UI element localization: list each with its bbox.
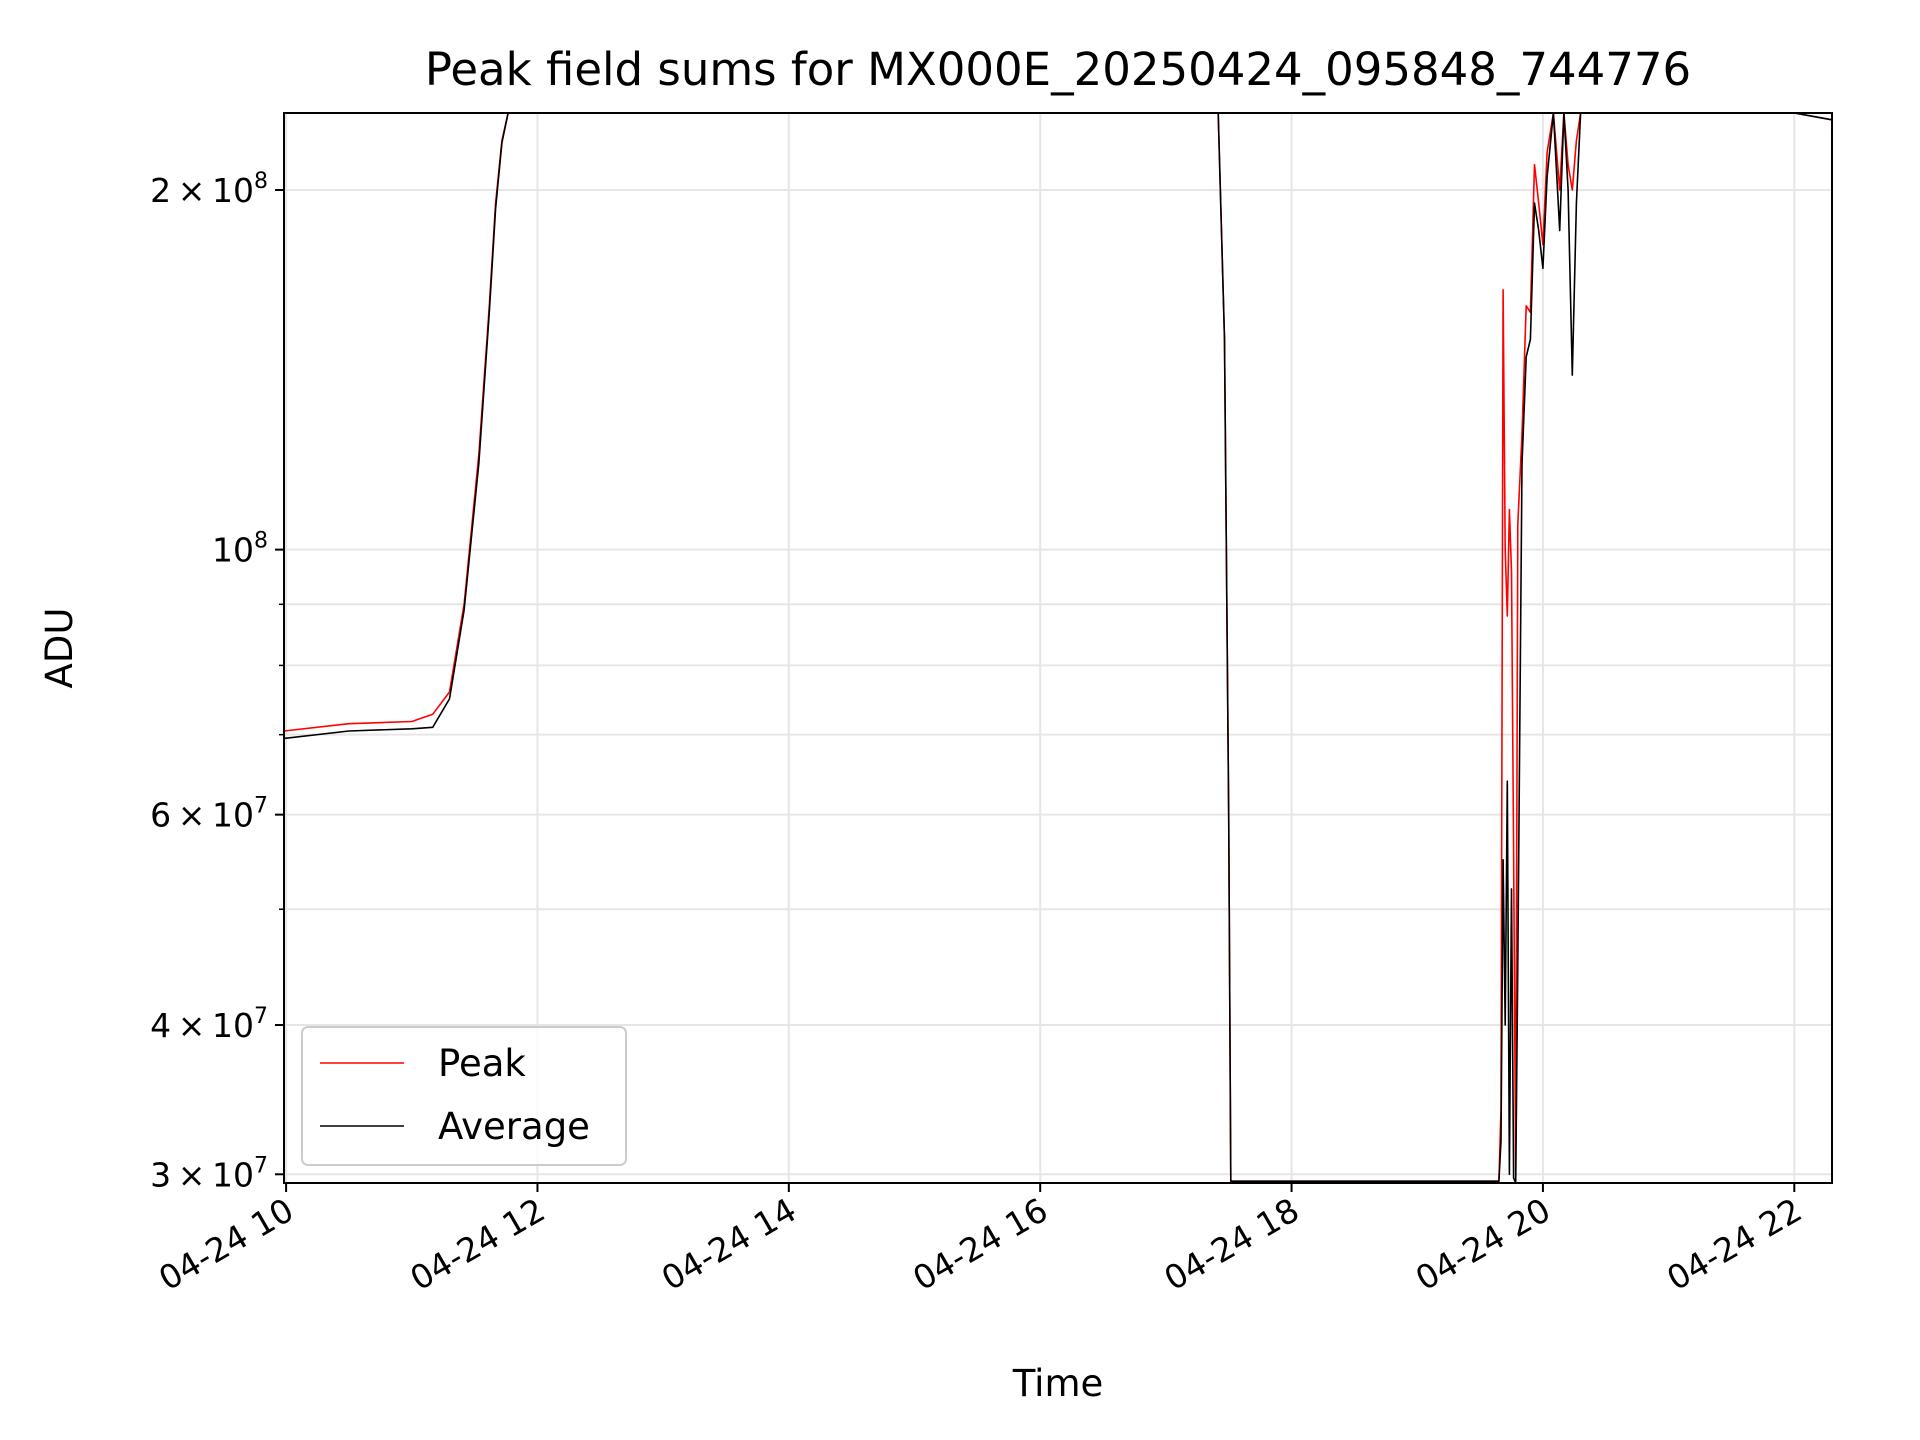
plot-frame: [283, 112, 1833, 1184]
legend: Peak Average: [301, 1026, 627, 1166]
y-tick-label: 3 × 107: [150, 1153, 268, 1194]
legend-box: [301, 1026, 627, 1166]
y-tick-label: 108: [212, 529, 268, 570]
grid: [284, 113, 1832, 1183]
y-tick-label: 2 × 108: [150, 169, 268, 210]
chart-title: Peak field sums for MX000E_20250424_0958…: [425, 43, 1691, 96]
plot-lines: [284, 113, 1832, 1183]
x-axis-label: Time: [1012, 1362, 1104, 1405]
y-axis-label: ADU: [38, 608, 81, 689]
legend-average-label: Average: [438, 1105, 590, 1148]
series-line-average: [284, 113, 1832, 1183]
y-tick-label: 4 × 107: [150, 1004, 268, 1045]
legend-peak-label: Peak: [438, 1042, 526, 1085]
y-tick-label: 6 × 107: [150, 794, 268, 835]
